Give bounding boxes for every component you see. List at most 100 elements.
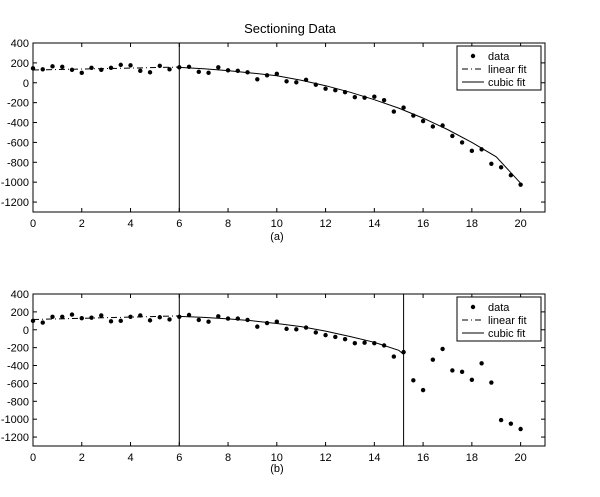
x-tick-label: 12 xyxy=(319,218,331,230)
data-point xyxy=(459,369,465,374)
data-point xyxy=(489,380,494,385)
data-point xyxy=(69,312,75,317)
legend-label: cubic fit xyxy=(488,77,525,89)
data-point xyxy=(489,161,494,166)
y-tick-label: -400 xyxy=(7,118,29,130)
x-tick-label: 16 xyxy=(417,452,429,464)
linear-fit-line xyxy=(32,66,180,71)
data-point xyxy=(498,417,504,423)
x-tick-label: 2 xyxy=(79,452,85,464)
x-tick-label: 0 xyxy=(30,218,36,230)
x-tick-label: 12 xyxy=(319,452,331,464)
data-point xyxy=(108,319,114,324)
subplot-label: (a) xyxy=(270,231,283,243)
data-point xyxy=(498,165,504,170)
x-tick-label: 4 xyxy=(127,218,133,230)
data-point xyxy=(381,97,387,103)
data-point xyxy=(50,64,55,69)
data-point xyxy=(450,133,455,139)
y-tick-label: 400 xyxy=(11,289,29,301)
y-tick-label: -200 xyxy=(7,343,29,355)
y-tick-label: 0 xyxy=(23,325,29,337)
data-point xyxy=(89,65,94,71)
x-tick-label: 8 xyxy=(225,452,231,464)
data-point xyxy=(518,182,523,187)
x-tick-label: 2 xyxy=(79,218,85,230)
plot-panel-a: 0 2 4 6 8 10 12 14 16 18 20 400 200 0 -200 -400 -600 -800… xyxy=(1,38,546,243)
data-point xyxy=(294,80,299,85)
x-tick-label: 10 xyxy=(271,452,283,464)
x-tick-label: 16 xyxy=(417,218,429,230)
data-point xyxy=(352,94,358,100)
axes-frame xyxy=(32,42,546,213)
data-point xyxy=(420,118,426,124)
data-point xyxy=(60,314,65,319)
data-point xyxy=(216,314,221,319)
data-point xyxy=(206,319,211,324)
data-point xyxy=(440,346,445,352)
y-tick-label: 200 xyxy=(11,58,29,70)
data-point xyxy=(430,124,436,129)
data-point xyxy=(138,68,143,74)
data-point xyxy=(450,368,455,373)
data-point xyxy=(401,105,406,110)
data-point xyxy=(420,387,426,393)
data-point xyxy=(391,354,397,359)
legend-label: linear fit xyxy=(488,315,527,327)
data-point xyxy=(157,315,162,320)
y-tick-label: -1000 xyxy=(1,177,29,189)
data-point xyxy=(333,334,338,340)
plot-panel-b: 0 2 4 6 8 10 12 14 16 18 20 400 200 0 -200 -400 -600 -800… xyxy=(1,289,546,475)
data-point xyxy=(196,69,201,75)
data-point xyxy=(518,426,523,432)
x-tick-label: 0 xyxy=(30,452,36,464)
data-point xyxy=(128,314,133,319)
legend-label: cubic fit xyxy=(488,328,525,340)
data-point xyxy=(89,315,94,320)
data-point xyxy=(128,63,133,68)
data-point xyxy=(352,340,358,346)
data-point xyxy=(206,70,211,76)
data-point xyxy=(40,320,45,325)
data-point xyxy=(50,314,55,319)
legend-label: linear fit xyxy=(488,64,527,76)
data-point xyxy=(323,86,328,91)
x-tick-label: 8 xyxy=(225,218,231,230)
x-tick-label: 18 xyxy=(466,452,478,464)
cubic-fit-line xyxy=(179,315,404,355)
x-tick-label: 6 xyxy=(176,452,182,464)
cubic-fit-line xyxy=(179,66,521,184)
y-tick-label: -600 xyxy=(7,378,29,390)
data-point xyxy=(274,71,280,77)
y-tick-label: -400 xyxy=(7,361,29,373)
x-tick-label: 20 xyxy=(514,218,526,230)
data-point xyxy=(255,77,260,82)
legend-box xyxy=(456,296,542,342)
data-point xyxy=(333,88,338,93)
data-point xyxy=(294,327,299,332)
data-point xyxy=(108,65,114,71)
data-point xyxy=(255,324,260,329)
data-point xyxy=(167,317,172,322)
data-point xyxy=(479,361,484,366)
data-point xyxy=(274,319,280,324)
data-point xyxy=(372,94,377,99)
axes-frame xyxy=(32,293,546,447)
data-point xyxy=(157,63,162,69)
data-point xyxy=(342,336,348,342)
data-point xyxy=(313,330,319,335)
data-point xyxy=(118,62,123,68)
y-tick-label: -800 xyxy=(7,396,29,408)
legend-marker-data xyxy=(470,304,476,310)
data-point xyxy=(196,317,201,323)
data-point xyxy=(469,148,475,154)
y-tick-label: -1200 xyxy=(1,432,29,444)
figure-title: Sectioning Data xyxy=(244,21,337,36)
data-point xyxy=(69,67,75,73)
y-tick-label: 0 xyxy=(23,78,29,90)
y-tick-label: -600 xyxy=(7,137,29,149)
